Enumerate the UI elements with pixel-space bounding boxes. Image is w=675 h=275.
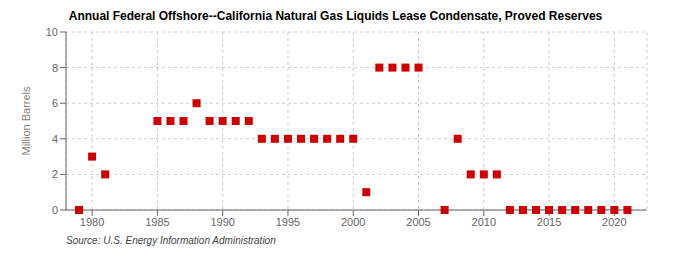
svg-text:2005: 2005 bbox=[406, 216, 430, 228]
svg-text:2020: 2020 bbox=[602, 216, 626, 228]
svg-text:1985: 1985 bbox=[145, 216, 169, 228]
svg-text:6: 6 bbox=[52, 97, 58, 109]
html-text:Annual Federal Offshore--Calif: Annual Federal Offshore--California Natu… bbox=[68, 9, 603, 23]
svg-text:2: 2 bbox=[52, 168, 58, 180]
svg-text:1990: 1990 bbox=[210, 216, 234, 228]
html-text:Source: U.S. Energy Informatio: Source: U.S. Energy Information Administ… bbox=[66, 235, 276, 246]
svg-text:2015: 2015 bbox=[537, 216, 561, 228]
svg-text:0: 0 bbox=[52, 204, 58, 216]
svg-text:4: 4 bbox=[52, 133, 58, 145]
svg-text:8: 8 bbox=[52, 62, 58, 74]
svg-text:10: 10 bbox=[46, 26, 58, 38]
svg-text:2010: 2010 bbox=[472, 216, 496, 228]
svg-text:1995: 1995 bbox=[276, 216, 300, 228]
svg-text:Million Barrels: Million Barrels bbox=[20, 86, 32, 156]
svg-text:2000: 2000 bbox=[341, 216, 365, 228]
svg-text:1980: 1980 bbox=[80, 216, 104, 228]
